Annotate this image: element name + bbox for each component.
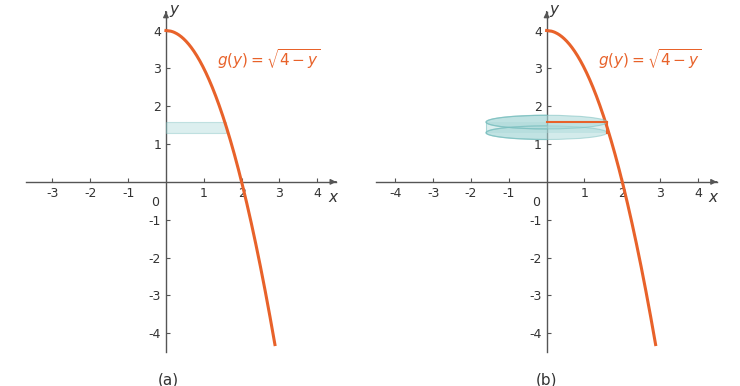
Text: x: x — [709, 190, 718, 205]
Text: $g(y) = \sqrt{4 - y}$: $g(y) = \sqrt{4 - y}$ — [217, 47, 320, 71]
Bar — [486, 122, 607, 133]
Text: 0: 0 — [151, 196, 159, 209]
Text: 0: 0 — [532, 196, 539, 209]
Text: y: y — [550, 2, 559, 17]
Text: (a): (a) — [158, 373, 179, 386]
Polygon shape — [486, 115, 547, 139]
Bar — [166, 122, 226, 133]
Ellipse shape — [486, 115, 607, 129]
Text: x: x — [328, 190, 337, 205]
Text: $g(y) = \sqrt{4 - y}$: $g(y) = \sqrt{4 - y}$ — [598, 47, 702, 71]
Ellipse shape — [486, 126, 607, 139]
Text: (b): (b) — [536, 373, 557, 386]
Text: y: y — [169, 2, 178, 17]
